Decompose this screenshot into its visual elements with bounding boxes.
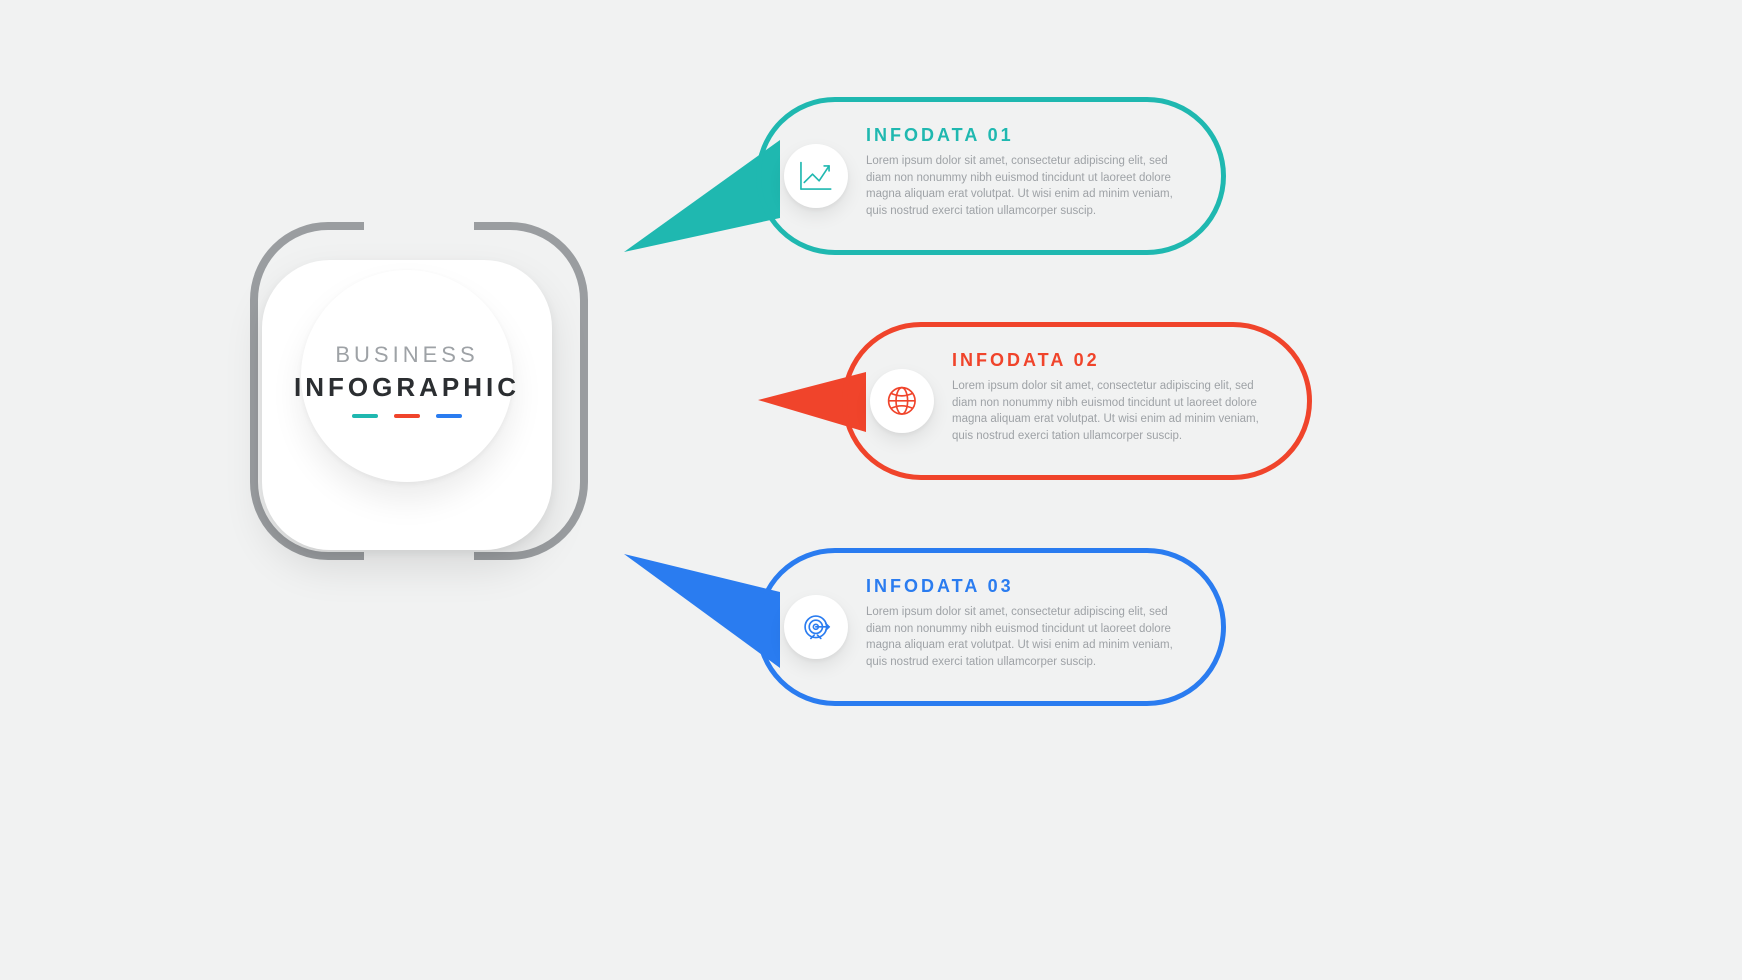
chart-icon — [784, 144, 848, 208]
callout-title: INFODATA 03 — [866, 576, 1014, 597]
callout-pointer — [624, 140, 780, 252]
callout-body: Lorem ipsum dolor sit amet, consectetur … — [952, 378, 1276, 445]
callout-title: INFODATA 01 — [866, 125, 1014, 146]
callout-title: INFODATA 02 — [952, 350, 1100, 371]
globe-icon — [870, 369, 934, 433]
callout-body: Lorem ipsum dolor sit amet, consectetur … — [866, 153, 1190, 220]
target-icon — [784, 595, 848, 659]
infographic-stage: BUSINESS INFOGRAPHIC INFODATA 01Lorem ip… — [0, 0, 1742, 980]
callout-body: Lorem ipsum dolor sit amet, consectetur … — [866, 604, 1190, 671]
